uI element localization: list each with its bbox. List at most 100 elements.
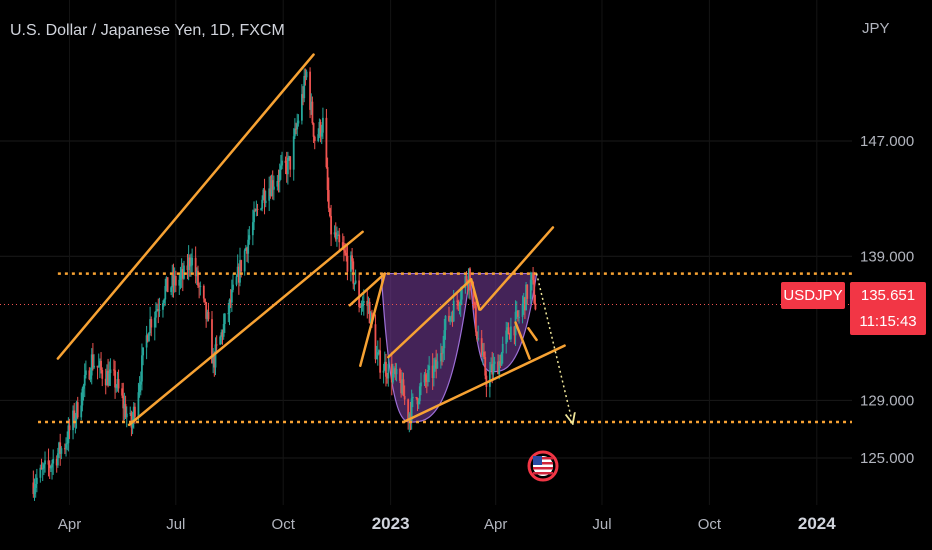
- candle-body: [155, 310, 157, 318]
- candle-body: [401, 379, 404, 394]
- candle-body: [139, 381, 142, 385]
- candle-body: [457, 301, 460, 306]
- trend-line: [514, 321, 531, 360]
- candle-body: [362, 300, 365, 304]
- candle-body: [410, 398, 413, 421]
- candle-body: [73, 410, 76, 424]
- candle-body: [395, 369, 398, 375]
- candle-body: [188, 257, 191, 267]
- candle-body: [67, 425, 70, 444]
- candle-body: [354, 280, 357, 284]
- candle-body: [428, 365, 431, 370]
- candle-body: [312, 123, 315, 137]
- candle-body: [248, 235, 251, 240]
- candle-body: [48, 464, 51, 469]
- candle-body: [385, 361, 387, 377]
- candle-body: [148, 333, 150, 342]
- candle-body: [333, 232, 336, 235]
- candle-body: [493, 361, 496, 364]
- candle-body: [142, 347, 145, 356]
- candle-body: [505, 330, 508, 344]
- candle-body: [93, 365, 95, 368]
- candle-body: [106, 370, 108, 386]
- candle-body: [325, 117, 328, 168]
- candle-body: [415, 396, 418, 399]
- candle-body: [34, 483, 37, 488]
- candle-body: [230, 289, 233, 303]
- candle-body: [40, 467, 43, 470]
- currency-label: JPY: [862, 20, 890, 37]
- candle-body: [360, 306, 363, 308]
- trend-line: [359, 272, 387, 368]
- price-tick-label: 129.000: [860, 392, 914, 409]
- candle-body: [387, 363, 390, 379]
- us-flag-event-icon[interactable]: [527, 450, 559, 482]
- candle-body: [80, 405, 83, 418]
- candle-body: [278, 170, 281, 182]
- candle-body: [276, 181, 279, 187]
- cup-right-fill: [469, 272, 538, 373]
- time-tick-label: Oct: [698, 516, 722, 533]
- projection-arrow: [535, 273, 572, 420]
- candle-body: [122, 395, 125, 409]
- candle-body: [491, 364, 494, 375]
- trend-line: [527, 327, 538, 342]
- candle-body: [442, 348, 445, 354]
- candle-body: [44, 460, 46, 465]
- candle-body: [441, 353, 443, 355]
- candle-body: [432, 365, 435, 378]
- candle-body: [443, 330, 446, 349]
- candle-body: [403, 396, 406, 400]
- candle-body: [322, 117, 324, 133]
- symbol-badge[interactable]: USDJPY: [781, 282, 845, 309]
- candle-body: [411, 396, 414, 399]
- candle-body: [334, 232, 337, 240]
- candle-body: [163, 299, 166, 304]
- candle-body: [500, 353, 503, 366]
- time-axis[interactable]: Apr Jul Oct 2023 Apr Jul Oct 2024: [58, 514, 836, 533]
- candle-body: [113, 369, 115, 371]
- candlestick-series: [32, 67, 537, 501]
- candle-body: [194, 257, 197, 277]
- candle-body: [366, 300, 369, 306]
- candle-body: [114, 370, 116, 388]
- candle-body: [178, 279, 181, 286]
- candle-body: [374, 324, 377, 360]
- candle-body: [465, 276, 468, 283]
- candle-body: [459, 299, 462, 306]
- candle-body: [254, 210, 257, 212]
- candle-body: [150, 319, 153, 328]
- candle-body: [101, 370, 104, 379]
- candle-body: [492, 363, 495, 375]
- time-tick-label: 2024: [798, 514, 836, 533]
- candle-body: [488, 370, 491, 387]
- candle-body: [292, 136, 295, 170]
- candle-body: [173, 275, 176, 286]
- candle-body: [212, 355, 215, 364]
- candle-body: [310, 101, 313, 110]
- candle-body: [116, 379, 119, 388]
- candle-body: [56, 453, 59, 466]
- candle-body: [256, 208, 259, 210]
- candle-body: [515, 310, 518, 312]
- candle-body: [202, 285, 205, 299]
- candle-body: [418, 386, 421, 402]
- candle-body: [228, 299, 231, 314]
- candle-body: [526, 284, 529, 299]
- candle-body: [513, 326, 516, 336]
- candle-body: [84, 370, 87, 375]
- chart-title: U.S. Dollar / Japanese Yen, 1D, FXCM: [10, 22, 285, 39]
- candle-body: [97, 365, 100, 368]
- candle-body: [35, 477, 38, 484]
- candle-body: [90, 354, 93, 376]
- candle-body: [483, 351, 485, 358]
- candle-body: [427, 369, 429, 382]
- candle-body: [382, 370, 385, 373]
- candle-body: [508, 334, 511, 340]
- candle-body: [49, 467, 52, 469]
- candle-body: [450, 315, 453, 318]
- candle-body: [236, 266, 239, 277]
- price-axis[interactable]: 147.000 139.000 129.000 125.000: [860, 133, 914, 467]
- candle-body: [158, 309, 161, 311]
